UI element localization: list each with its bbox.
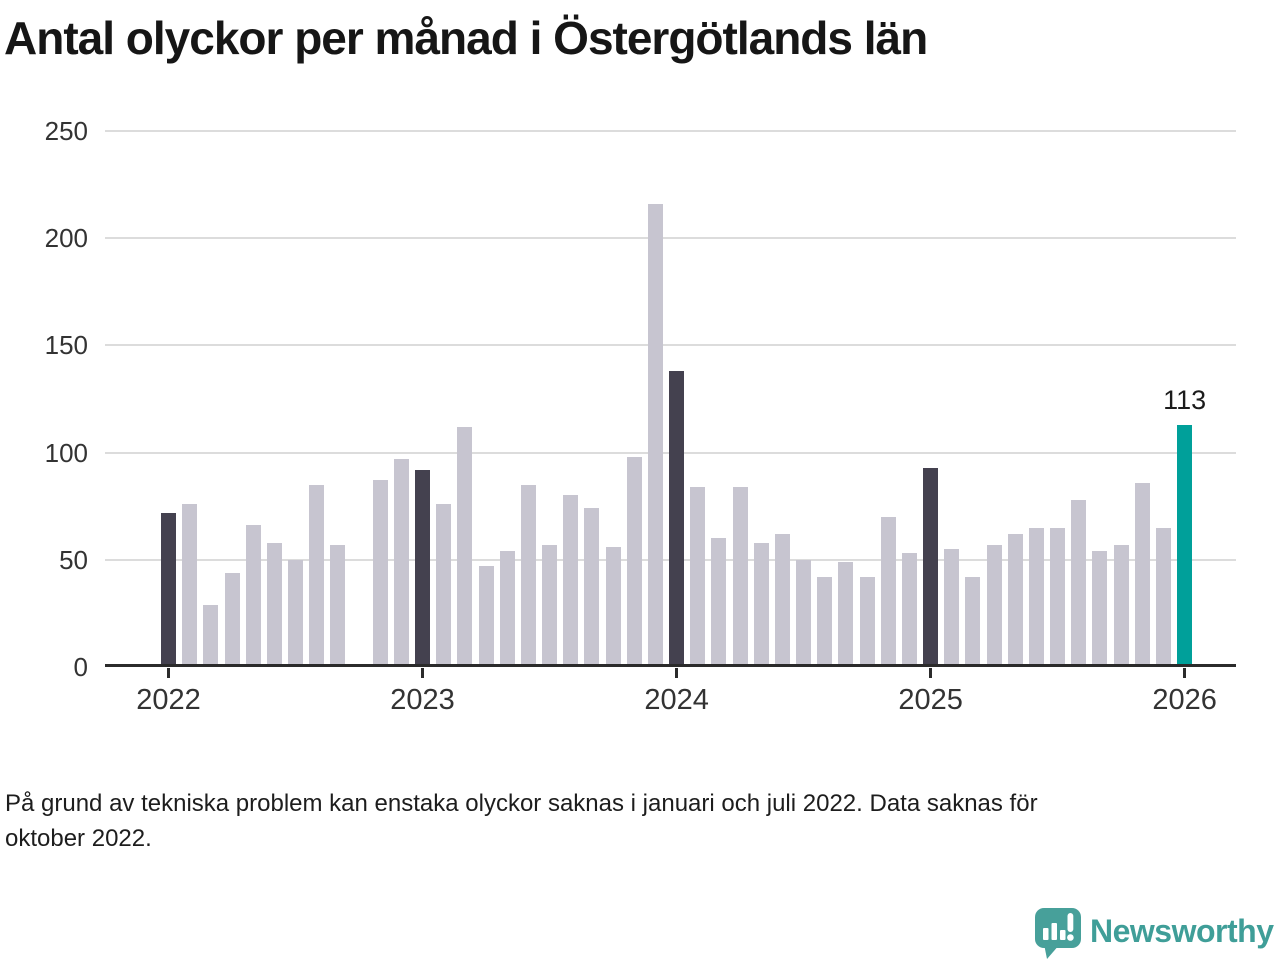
bar-2023-08	[563, 495, 579, 667]
x-axis-label-2022: 2022	[136, 684, 201, 716]
bar-2022-01	[161, 513, 176, 667]
bar-2025-10	[1113, 545, 1129, 667]
bar-2025-04	[986, 545, 1002, 667]
bar-2022-07	[288, 560, 304, 667]
bar-2025-12	[1155, 528, 1171, 667]
y-axis-label-150: 150	[44, 330, 88, 361]
bar-2023-07	[542, 545, 558, 667]
bar-2022-04	[224, 573, 240, 667]
latest-value-label: 113	[1163, 384, 1207, 415]
bar-2022-06	[266, 543, 282, 667]
bar-2023-06	[520, 485, 536, 667]
bar-2025-09	[1092, 551, 1108, 667]
gridline-250	[105, 130, 1236, 132]
bar-2023-09	[584, 508, 600, 667]
x-axis-line	[105, 664, 1236, 667]
bar-2024-03	[711, 538, 727, 667]
gridline-200	[105, 237, 1236, 240]
y-axis-label-100: 100	[44, 437, 88, 468]
x-axis-label-2024: 2024	[644, 684, 709, 716]
bar-2023-05	[499, 551, 515, 667]
bar-2023-12	[647, 204, 663, 667]
bar-2025-03	[965, 577, 981, 667]
bar-2022-09	[330, 545, 346, 667]
bar-2022-05	[245, 525, 261, 667]
bar-2024-06	[774, 534, 790, 667]
newsworthy-logo: Newsworthy	[1032, 906, 1278, 960]
bar-2023-01	[415, 470, 431, 667]
bar-chart: 0 50 100 150 200 250 2022 2023 2024 2025 2026 113	[44, 116, 1236, 716]
x-axis-tick-2026	[1183, 668, 1187, 678]
bar-2025-08	[1071, 500, 1087, 667]
x-axis-tick-2023	[421, 668, 425, 678]
bar-2023-11	[626, 457, 642, 667]
bar-2024-05	[753, 543, 769, 667]
bar-2023-02	[436, 504, 452, 667]
bar-2022-12	[393, 459, 409, 667]
bar-2025-06	[1028, 528, 1044, 667]
newsworthy-wordmark: Newsworthy	[1090, 913, 1274, 949]
y-axis-label-0: 0	[73, 652, 88, 682]
bar-2026-01	[1177, 425, 1193, 667]
bar-2022-08	[309, 485, 325, 667]
bar-2023-04	[478, 566, 494, 667]
x-axis-tick-2024	[675, 668, 679, 678]
newsworthy-speech-bubble-bar-chart-icon	[1035, 908, 1081, 959]
bar-2024-02	[690, 487, 706, 667]
bar-2025-05	[1007, 534, 1023, 667]
bar-2024-11	[880, 517, 896, 667]
bar-2025-02	[944, 549, 960, 667]
bar-2025-01	[923, 468, 939, 667]
y-axis-label-50: 50	[59, 544, 88, 575]
gridline-150	[105, 344, 1236, 347]
bar-2024-01	[669, 371, 685, 667]
x-axis-label-2023: 2023	[390, 684, 455, 716]
bar-2024-10	[859, 577, 875, 667]
bar-2025-11	[1134, 483, 1150, 667]
x-axis-label-2025: 2025	[898, 684, 963, 716]
bar-2025-07	[1050, 528, 1066, 667]
y-axis-label-200: 200	[44, 223, 88, 254]
x-axis-label-2026: 2026	[1152, 684, 1217, 716]
bar-2022-11	[372, 480, 388, 667]
bar-2024-08	[817, 577, 833, 667]
bar-2023-03	[457, 427, 473, 667]
bar-2024-09	[838, 562, 854, 667]
bar-2024-07	[796, 560, 812, 667]
chart-title: Antal olyckor per månad i Östergötlands …	[4, 12, 928, 64]
bar-2023-10	[605, 547, 621, 667]
bar-2022-02	[182, 504, 198, 667]
bar-2024-04	[732, 487, 748, 667]
bar-2022-03	[203, 605, 219, 667]
x-axis-tick-2022	[167, 668, 170, 678]
y-axis-label-250: 250	[44, 116, 88, 146]
footnote-line-1: På grund av tekniska problem kan enstaka…	[5, 790, 1038, 817]
footnote: På grund av tekniska problem kan enstaka…	[5, 786, 1235, 856]
x-axis-tick-2025	[929, 668, 933, 678]
bar-2024-12	[901, 553, 917, 667]
footnote-line-2: oktober 2022.	[5, 825, 152, 852]
